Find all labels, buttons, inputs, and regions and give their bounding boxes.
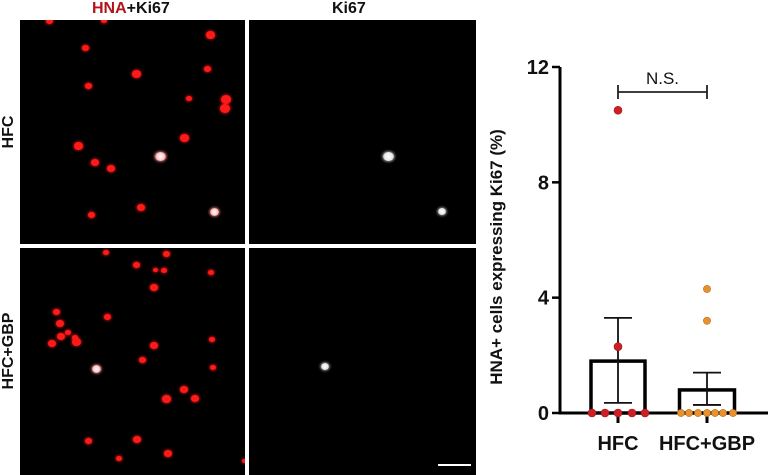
hna-cell xyxy=(103,313,111,320)
hna-cell xyxy=(152,267,158,272)
hna-cell xyxy=(91,159,99,167)
data-point xyxy=(613,105,623,115)
data-point xyxy=(627,408,637,418)
data-point xyxy=(613,408,623,418)
ki67-spot xyxy=(438,208,446,216)
row-label-hfc-gbp: HFC+GBP xyxy=(0,312,17,390)
data-point xyxy=(703,285,711,293)
y-axis-label: HNA+ cells expressing Ki67 (%) xyxy=(487,129,506,385)
hna-cell xyxy=(203,65,211,72)
data-point xyxy=(703,316,711,325)
hna-cell xyxy=(73,141,83,150)
micrograph-hfc-merged xyxy=(20,20,245,244)
hna-cell xyxy=(210,365,216,371)
ki67-merged-label: +Ki67 xyxy=(126,0,170,17)
significance-label: N.S. xyxy=(646,69,679,88)
hna-cell xyxy=(87,211,95,218)
hna-cell xyxy=(191,395,199,403)
hna-cell xyxy=(179,133,189,142)
bar-hfc xyxy=(589,359,647,415)
data-point xyxy=(711,409,719,417)
hna-cell xyxy=(186,96,192,102)
significance-bracket: N.S. xyxy=(617,69,708,99)
scale-bar xyxy=(438,464,471,466)
row-label-hfc: HFC xyxy=(0,115,17,149)
data-point xyxy=(729,409,737,417)
hna-cell xyxy=(72,335,78,341)
hna-cell xyxy=(132,261,140,268)
hna-cell xyxy=(180,386,188,394)
hna-cell xyxy=(107,165,115,173)
data-point xyxy=(685,409,693,417)
hna-cell xyxy=(81,44,89,51)
data-point xyxy=(640,408,650,418)
data-point xyxy=(587,408,597,418)
hna-label: HNA xyxy=(92,0,127,17)
hna-cell xyxy=(48,340,56,348)
data-point xyxy=(694,409,702,417)
data-point xyxy=(613,342,623,351)
hna-cell xyxy=(162,250,170,257)
y-tick-label: 0 xyxy=(538,403,549,425)
y-tick-label: 4 xyxy=(538,288,550,310)
ki67-positive-cell xyxy=(154,151,166,162)
hna-cell xyxy=(161,394,171,403)
chart-points xyxy=(587,105,737,418)
hna-cell xyxy=(138,356,146,363)
bar-hfc-gbp xyxy=(677,388,737,415)
hna-cell xyxy=(137,204,145,212)
hna-cell xyxy=(52,308,60,315)
column-title-ki67: Ki67 xyxy=(332,0,366,17)
hna-cell xyxy=(84,82,92,89)
ki67-spot xyxy=(382,151,394,162)
hna-cell xyxy=(71,337,81,346)
ki67-spot xyxy=(321,363,329,371)
hna-cell xyxy=(101,20,107,24)
hna-cell xyxy=(45,20,53,24)
chart-axes: 0 4 8 12 xyxy=(527,57,768,425)
data-point xyxy=(703,409,711,417)
data-point xyxy=(677,409,685,417)
hna-cell xyxy=(116,456,122,462)
x-tick-label: HFC xyxy=(597,433,638,455)
hna-cell xyxy=(150,342,158,350)
hna-cell xyxy=(133,436,141,444)
hna-cell xyxy=(241,458,245,463)
micrograph-hfc-gbp-ki67 xyxy=(249,248,476,475)
data-point xyxy=(600,408,610,418)
hna-cell xyxy=(205,30,215,39)
hna-cell xyxy=(209,337,215,343)
y-tick-label: 8 xyxy=(538,172,549,194)
micrograph-hfc-ki67 xyxy=(249,20,476,244)
column-title-merged: HNA+Ki67 xyxy=(92,0,170,18)
y-tick-label: 12 xyxy=(527,57,549,79)
hna-cell xyxy=(150,284,158,292)
data-point xyxy=(719,409,727,417)
hna-cell xyxy=(131,69,141,78)
ki67-positive-cell xyxy=(209,207,219,216)
chart-bars xyxy=(589,316,737,415)
hna-cell xyxy=(65,330,71,336)
x-tick-label: HFC+GBP xyxy=(659,433,755,455)
hna-cell xyxy=(103,250,109,256)
hna-cell xyxy=(161,268,167,274)
micrograph-hfc-gbp-merged xyxy=(20,248,245,475)
hna-cell xyxy=(208,270,214,276)
hna-cell xyxy=(56,320,64,328)
hna-cell xyxy=(84,437,92,444)
x-axis-labels: HFC HFC+GBP xyxy=(597,433,755,455)
hna-cell xyxy=(221,95,231,104)
hna-cell xyxy=(164,450,172,458)
hna-cell xyxy=(220,104,230,113)
ki67-positive-cell xyxy=(91,364,101,373)
hna-cell xyxy=(57,333,65,341)
